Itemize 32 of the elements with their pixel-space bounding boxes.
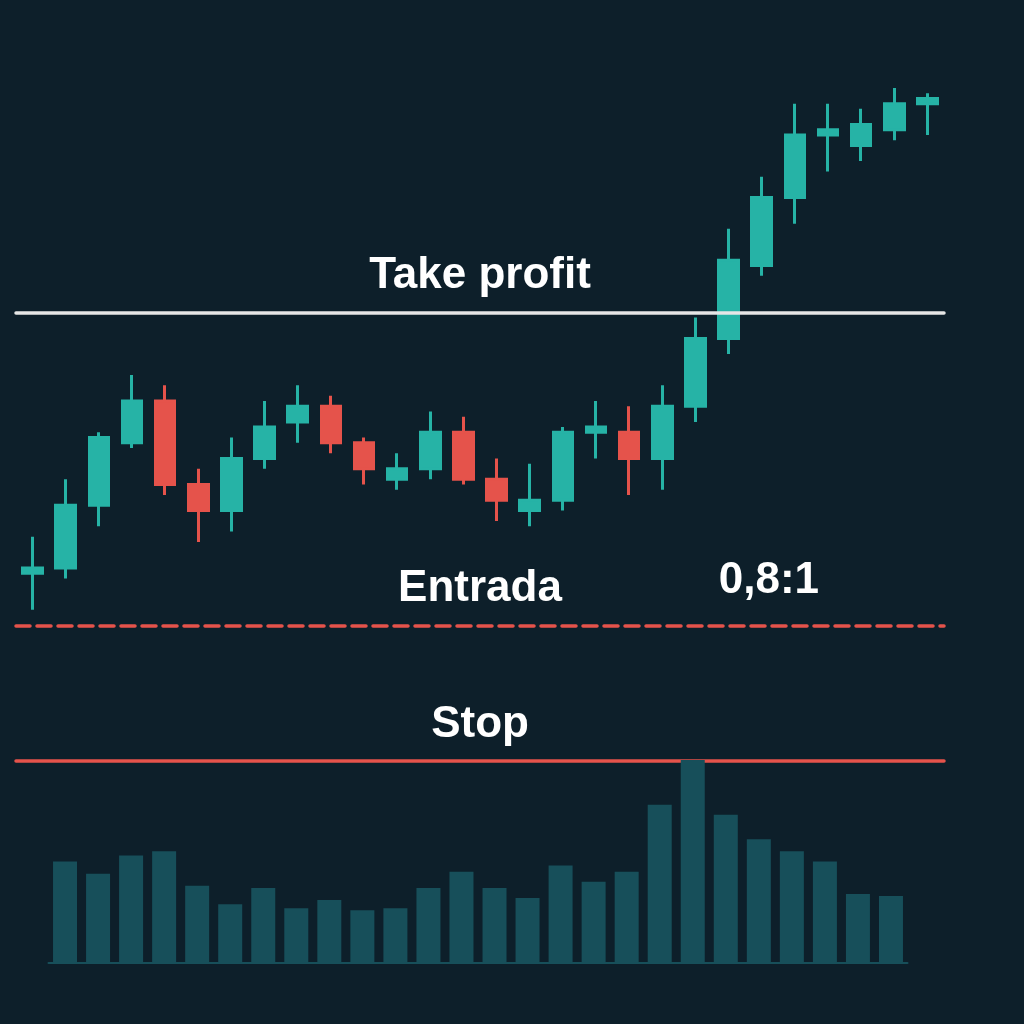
ref-line-label: Entrada: [398, 560, 563, 610]
annotation: 0,8:1: [718, 552, 820, 602]
candlestick: [552, 427, 574, 511]
candlestick: [187, 468, 210, 542]
candlestick: [286, 385, 309, 443]
candlestick: [817, 103, 839, 172]
candlestick: [518, 463, 541, 527]
candlestick: [54, 479, 77, 579]
candlestick: [784, 103, 806, 224]
candlestick: [253, 401, 276, 469]
candlestick: [386, 453, 408, 490]
candlestick: [452, 416, 475, 485]
candlestick: [320, 395, 342, 454]
candlestick: [353, 437, 375, 485]
candlestick: [88, 432, 110, 527]
candlestick: [651, 385, 674, 490]
candlestick: [684, 317, 707, 422]
candlestick: [154, 385, 176, 495]
candlestick: [220, 437, 243, 532]
ref-line-label: Take profit: [369, 247, 592, 297]
candlestick: [419, 411, 442, 480]
candlestick: [750, 176, 773, 276]
candlestick: [850, 108, 872, 162]
candlestick: [21, 536, 44, 610]
candlestick: [121, 374, 143, 448]
candlestick: [916, 93, 939, 135]
candlestick: [485, 458, 508, 522]
ref-line-label: Stop: [431, 696, 529, 746]
candlestick: [883, 88, 906, 141]
candlestick: [618, 406, 640, 495]
candlestick: [585, 401, 607, 459]
candlestick: [717, 228, 740, 355]
